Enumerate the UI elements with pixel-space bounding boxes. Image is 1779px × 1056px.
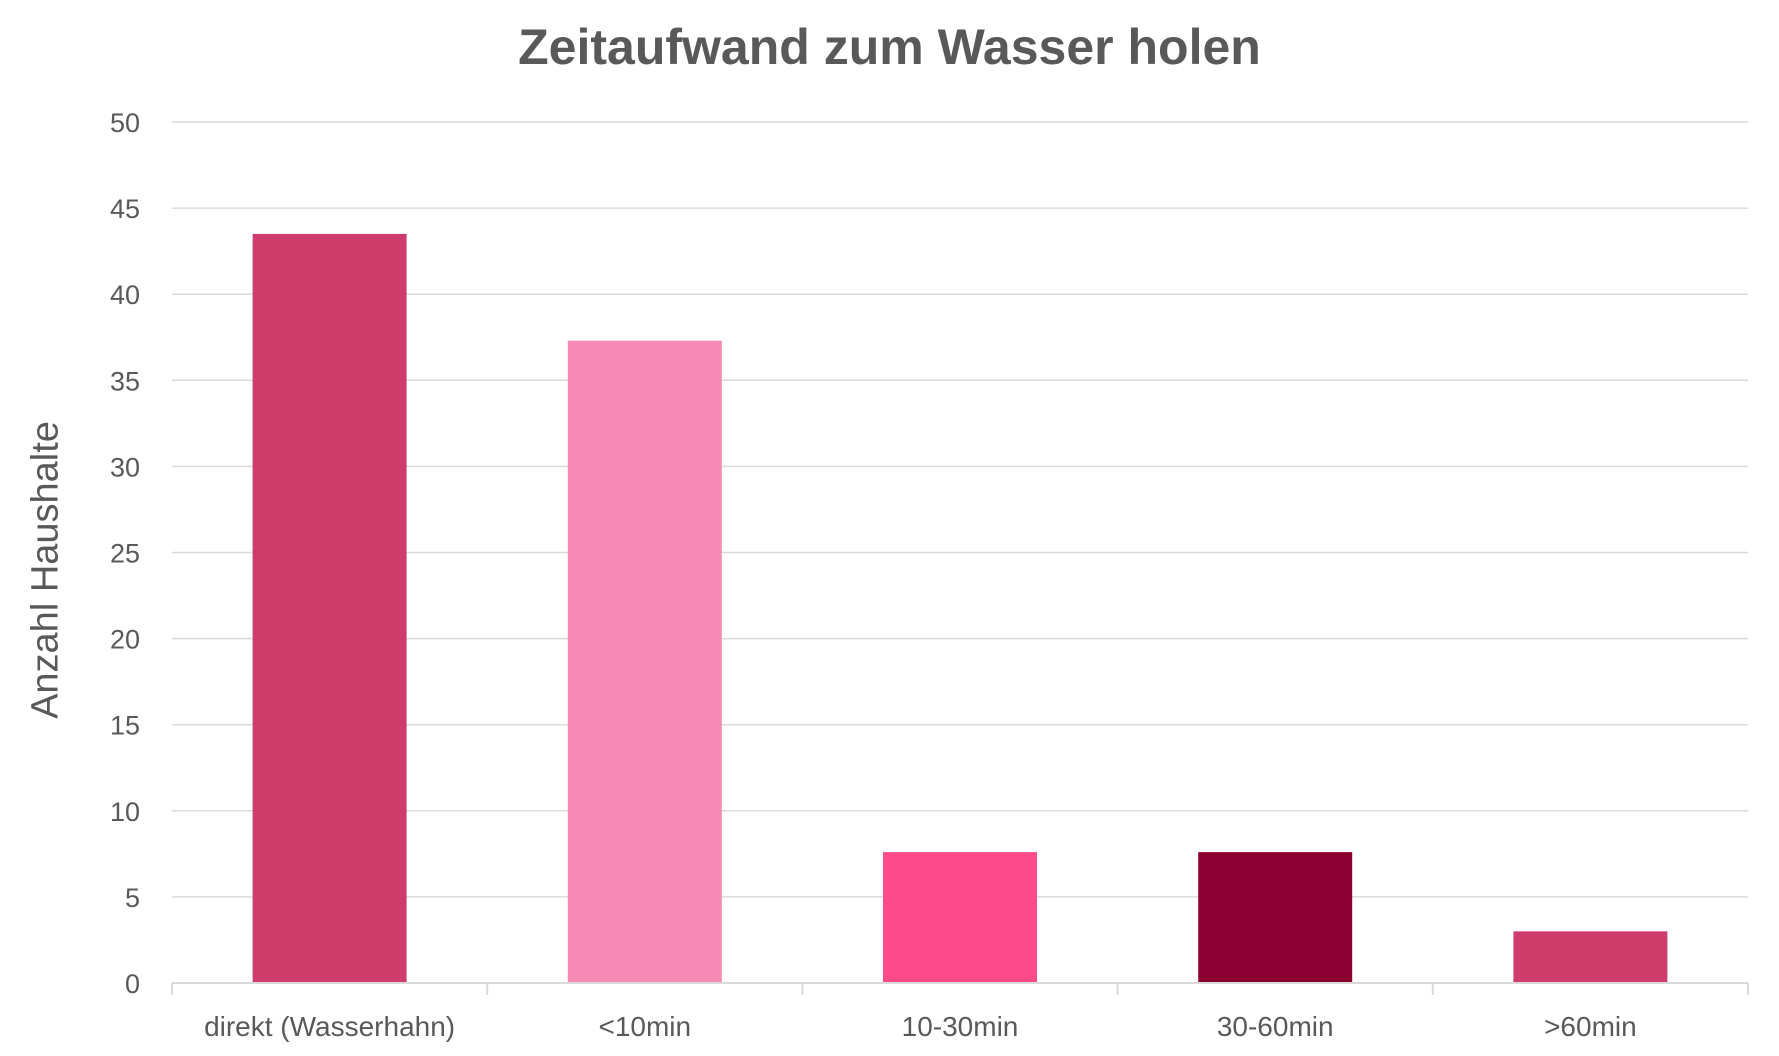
x-axis [171,982,1749,995]
y-tick-label: 10 [110,797,140,827]
y-tick-label: 5 [125,883,140,913]
y-axis-ticks: 0 5 10 15 20 25 30 35 40 45 50 [110,108,140,999]
bar [883,852,1037,983]
chart-title: Zeitaufwand zum Wasser holen [518,19,1261,75]
x-axis-labels: direkt (Wasserhahn) <10min 10-30min 30-60mi… [204,1011,1637,1042]
y-tick-label: 20 [110,625,140,655]
bars [252,233,1668,984]
x-tick-label: direkt (Wasserhahn) [204,1011,455,1042]
bar [252,233,407,983]
y-tick-label: 25 [110,539,140,569]
x-tick-label: >60min [1544,1011,1637,1042]
y-tick-label: 0 [125,969,140,999]
y-tick-label: 35 [110,366,140,396]
y-tick-label: 45 [110,194,140,224]
y-tick-label: 40 [110,280,140,310]
bar [1513,931,1668,983]
gridlines [172,121,1748,898]
x-tick-label: 30-60min [1217,1011,1334,1042]
y-tick-label: 30 [110,452,140,482]
y-tick-label: 50 [110,108,140,138]
bar [1198,852,1353,983]
x-tick-label: 10-30min [902,1011,1019,1042]
y-tick-label: 15 [110,711,140,741]
x-tick-label: <10min [598,1011,691,1042]
bar [567,340,722,984]
